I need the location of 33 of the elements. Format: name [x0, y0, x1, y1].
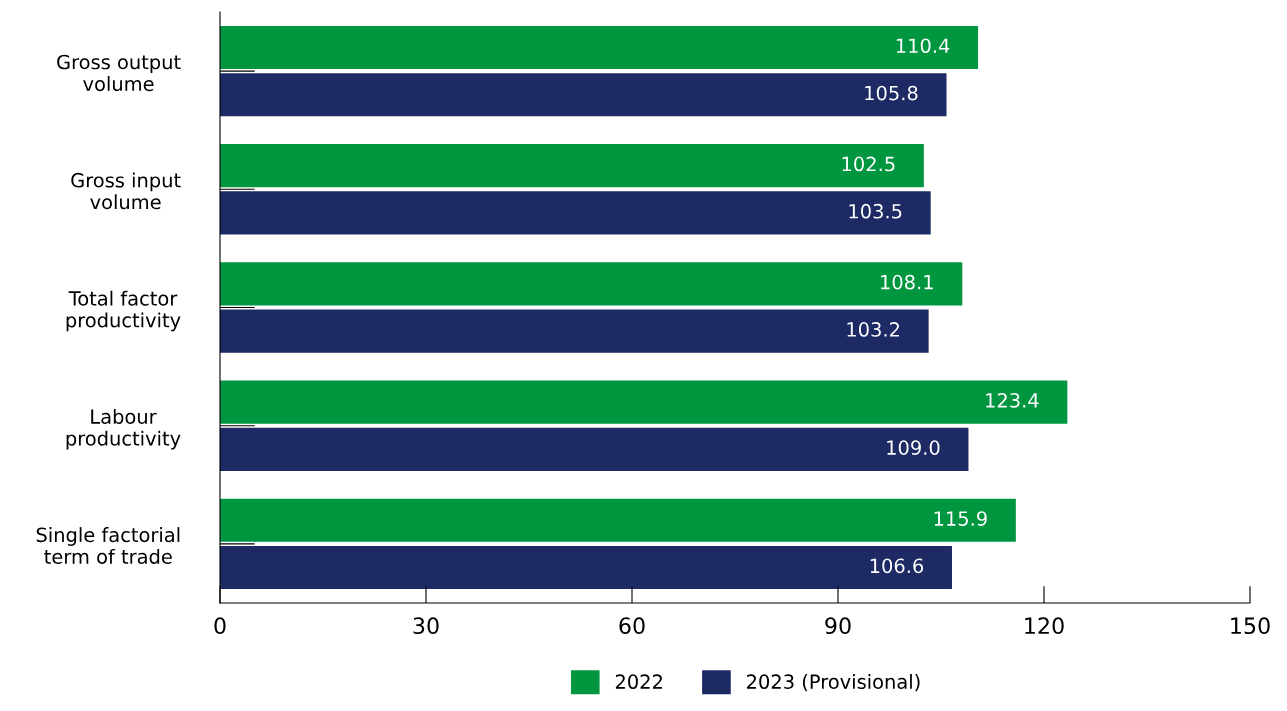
y-tick-label: Gross output volume [57, 54, 181, 92]
legend-label: 2023 (Provisional) [747, 673, 920, 692]
data-label: 109.0 [887, 440, 940, 455]
y-tick-label: Single factorial term of trade [36, 527, 180, 564]
bar [220, 498, 1016, 542]
legend-label: 2022 [615, 674, 662, 690]
bar [220, 25, 979, 70]
data-label: 106.6 [870, 558, 924, 574]
data-label: 103.2 [847, 322, 900, 337]
bar [220, 262, 963, 306]
x-tick-label: 150 [1231, 617, 1270, 635]
x-tick-label: 120 [1025, 617, 1064, 635]
bar [220, 380, 1068, 424]
data-label: 105.8 [865, 85, 918, 101]
x-tick-label: 60 [619, 617, 645, 635]
y-tick-label: Labour productivity [66, 408, 181, 450]
data-label: 110.4 [896, 38, 950, 54]
data-label: 108.1 [881, 274, 933, 290]
data-label: 115.9 [934, 511, 987, 526]
y-tick-label: Total factor productivity [66, 290, 181, 332]
bar [220, 73, 947, 117]
data-label: 123.4 [986, 392, 1039, 408]
bar [220, 545, 952, 590]
x-tick-label: 30 [413, 617, 439, 635]
x-tick-label: 0 [214, 617, 226, 635]
bar [220, 309, 929, 353]
data-label: 103.5 [849, 203, 902, 219]
x-tick-label: 90 [825, 617, 851, 635]
data-label: 102.5 [842, 156, 895, 172]
bar [220, 191, 931, 235]
bar [220, 144, 924, 188]
y-tick-label: Gross input volume [71, 172, 181, 210]
bar [220, 427, 969, 471]
